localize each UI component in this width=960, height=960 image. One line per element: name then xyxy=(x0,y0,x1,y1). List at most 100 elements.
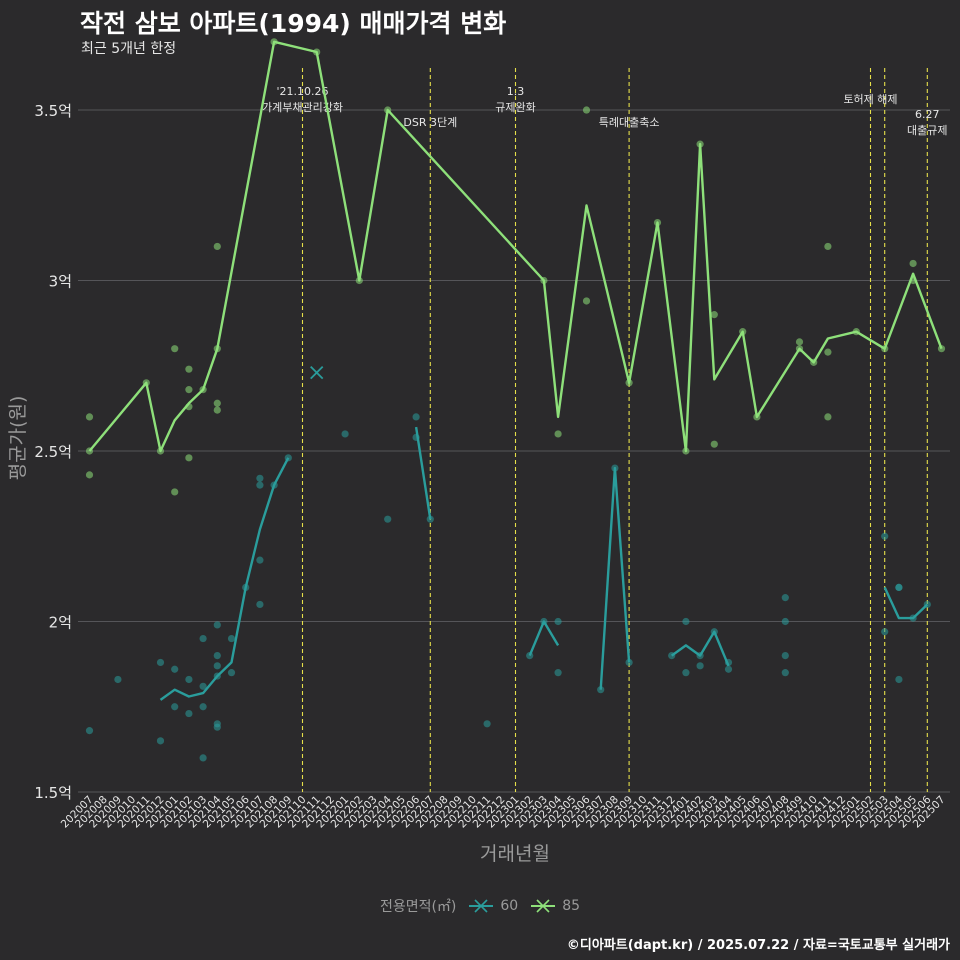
series-60-point xyxy=(781,652,789,660)
series-85-point xyxy=(213,399,221,407)
policy-annotation: 규제완화 xyxy=(495,101,535,114)
y-tick-label: 1.5억 xyxy=(34,784,72,802)
series-85-point xyxy=(171,345,179,353)
source-caption: ©디아파트(dapt.kr) / 2025.07.22 / 자료=국토교통부 실… xyxy=(566,938,950,953)
policy-annotation: DSR 3단계 xyxy=(403,116,457,129)
series-85-line xyxy=(88,40,943,453)
series-60-line xyxy=(528,620,560,657)
series-60-point xyxy=(199,754,207,762)
series-60-line xyxy=(670,630,730,667)
legend-item-85: 85 xyxy=(530,898,580,914)
series-60-point xyxy=(696,662,704,670)
series-lines xyxy=(88,40,943,701)
series-60-point xyxy=(625,658,633,667)
series-85-point xyxy=(795,338,804,346)
policy-annotation: 특례대출축소 xyxy=(599,116,660,129)
series-60-point xyxy=(85,727,94,735)
series-60-point xyxy=(554,669,562,677)
grid-lines xyxy=(78,109,950,793)
series-60-point xyxy=(213,652,221,660)
series-60-point xyxy=(895,583,903,592)
series-60-point xyxy=(171,703,179,711)
series-85-point xyxy=(710,440,718,448)
series-60-point xyxy=(554,617,562,626)
series-85-point xyxy=(909,259,917,268)
series-85-point xyxy=(710,311,718,319)
series-60-point xyxy=(881,628,889,636)
series-85-point xyxy=(824,348,832,356)
series-60-cross-marker xyxy=(310,365,324,380)
series-60-point xyxy=(895,675,903,684)
series-60-point xyxy=(597,686,605,694)
series-60-point xyxy=(881,532,889,540)
series-60-point xyxy=(256,474,264,482)
series-60-point xyxy=(199,634,207,643)
chart-title: 작전 삼보 아파트(1994) 매매가격 변화 xyxy=(80,9,507,38)
series-60-line xyxy=(159,457,290,701)
series-60-point xyxy=(171,665,179,673)
policy-annotation: 6.27 xyxy=(915,108,940,121)
series-60-point xyxy=(781,669,789,677)
policy-annotation: 토허제 해제 xyxy=(843,92,897,106)
series-60-point xyxy=(256,556,264,564)
policy-annotation: 1.3 xyxy=(507,85,525,98)
legend: 전용면적(㎡) 60 85 xyxy=(0,896,960,916)
x-axis-label: 거래년월 xyxy=(480,843,550,865)
series-60-line xyxy=(599,466,631,690)
series-85-point xyxy=(85,471,94,479)
series-85-point xyxy=(582,297,591,305)
series-60-point xyxy=(426,515,434,523)
series-85-point xyxy=(85,413,94,421)
series-60-point xyxy=(156,658,165,667)
series-60-point xyxy=(384,515,392,523)
y-tick-label: 3.5억 xyxy=(34,102,72,120)
series-60-point xyxy=(227,669,236,677)
policy-lines xyxy=(301,68,928,792)
series-60-point xyxy=(213,621,221,629)
series-60-point xyxy=(682,617,690,626)
series-60-point xyxy=(114,675,122,684)
y-axis-label: 평균가(원) xyxy=(7,396,29,481)
legend-title: 전용면적(㎡) xyxy=(379,899,457,915)
series-85-point xyxy=(185,365,193,373)
series-85-point xyxy=(213,242,221,251)
series-60-point xyxy=(341,430,349,438)
series-85-point xyxy=(582,106,591,114)
series-60-point xyxy=(227,634,236,643)
series-85-point xyxy=(824,242,832,251)
series-60-point xyxy=(256,600,264,609)
legend-label-60: 60 xyxy=(500,898,519,914)
y-tick-label: 3억 xyxy=(49,273,72,291)
series-60-point xyxy=(213,662,221,670)
series-60-line xyxy=(414,426,432,520)
y-tick-label: 2억 xyxy=(49,614,72,632)
y-tick-labels: 1.5억 2억 2.5억 3억 3.5억 xyxy=(34,102,72,802)
legend-label-85: 85 xyxy=(562,898,581,914)
x-tick-labels: 2020072020082020092020102020112020122021… xyxy=(59,793,948,830)
series-60-point xyxy=(781,594,789,602)
series-60-point xyxy=(412,413,420,421)
series-60-point xyxy=(213,723,221,731)
series-85-point xyxy=(824,413,832,421)
series-60-point xyxy=(483,720,491,728)
series-60-point xyxy=(185,675,193,684)
series-60-point xyxy=(199,682,207,690)
series-85-point xyxy=(185,454,193,462)
series-60-point xyxy=(724,665,733,673)
legend-key-85-icon xyxy=(531,899,556,913)
series-85-point xyxy=(185,386,193,394)
policy-annotation: '21.10.26 xyxy=(276,85,328,98)
policy-annotation: 가계부채관리강화 xyxy=(262,101,343,114)
series-60-line xyxy=(883,586,929,620)
series-60-point xyxy=(185,709,193,718)
y-tick-label: 2.5억 xyxy=(34,443,72,461)
series-60-point xyxy=(682,669,690,677)
series-60-point xyxy=(781,617,789,626)
series-60-point xyxy=(156,737,165,745)
series-85-point xyxy=(213,406,221,414)
chart-subtitle: 최근 5개년 한정 xyxy=(81,41,177,57)
legend-item-60: 60 xyxy=(468,898,518,914)
series-60-point xyxy=(256,481,264,489)
